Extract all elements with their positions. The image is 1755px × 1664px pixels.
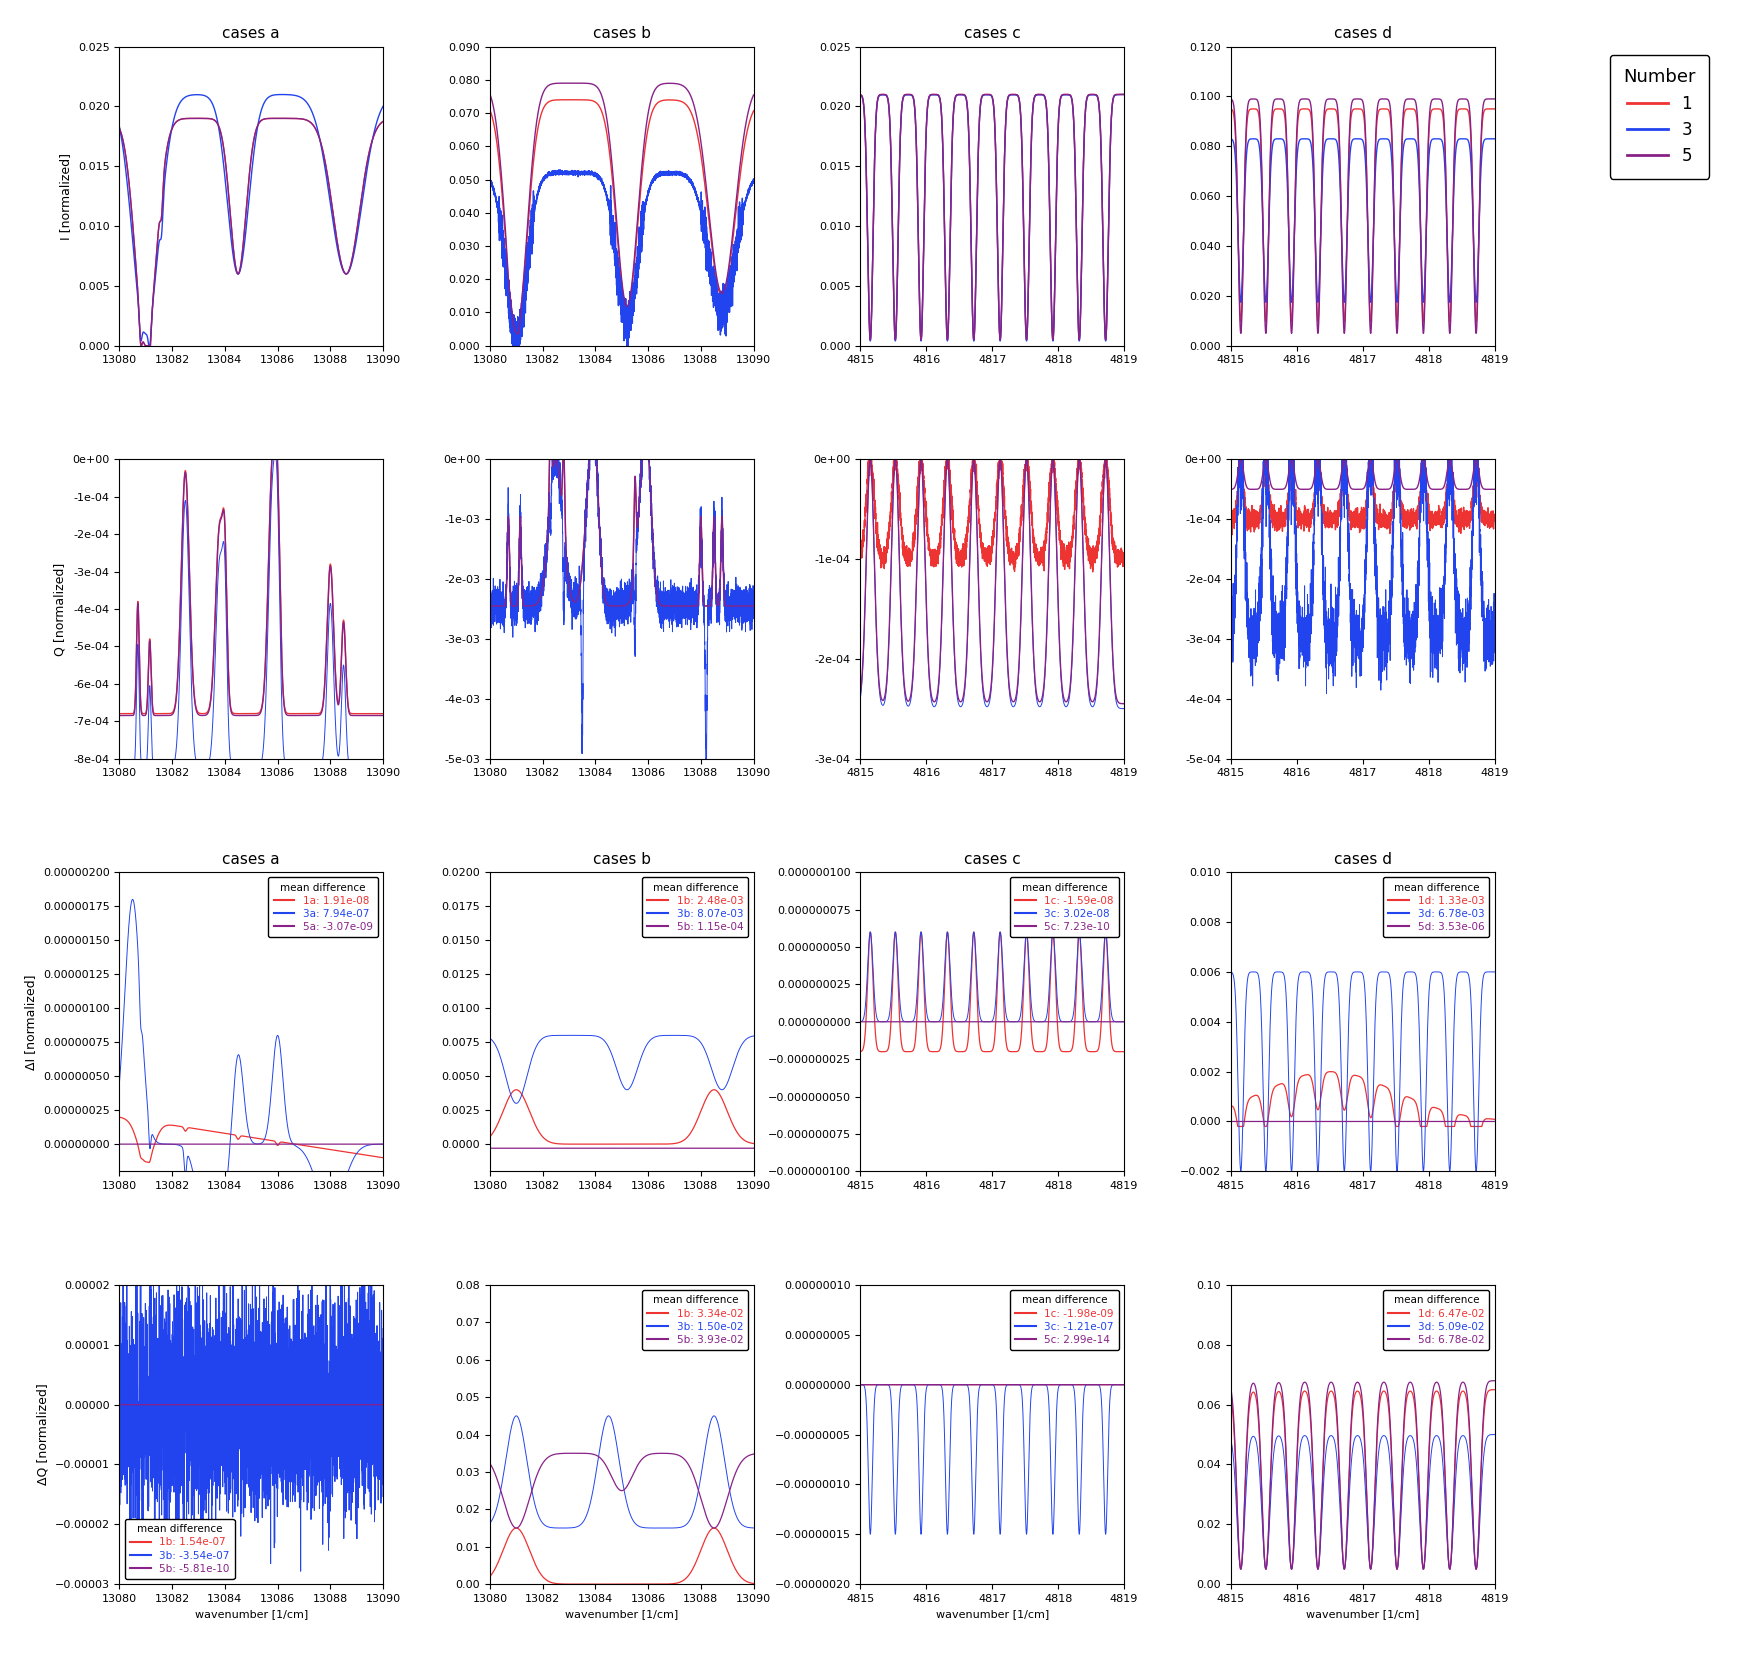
Legend: 1c: -1.59e-08, 3c: 3.02e-08, 5c: 7.23e-10: 1c: -1.59e-08, 3c: 3.02e-08, 5c: 7.23e-1… (1009, 877, 1118, 937)
Title: cases b: cases b (593, 852, 651, 867)
Legend: 1, 3, 5: 1, 3, 5 (1609, 55, 1708, 178)
Y-axis label: I [normalized]: I [normalized] (60, 153, 72, 240)
Legend: 1b: 3.34e-02, 3b: 1.50e-02, 5b: 3.93e-02: 1b: 3.34e-02, 3b: 1.50e-02, 5b: 3.93e-02 (642, 1290, 748, 1350)
Title: cases c: cases c (963, 27, 1020, 42)
Legend: 1b: 2.48e-03, 3b: 8.07e-03, 5b: 1.15e-04: 1b: 2.48e-03, 3b: 8.07e-03, 5b: 1.15e-04 (642, 877, 748, 937)
Legend: 1d: 1.33e-03, 3d: 6.78e-03, 5d: 3.53e-06: 1d: 1.33e-03, 3d: 6.78e-03, 5d: 3.53e-06 (1383, 877, 1488, 937)
Title: cases c: cases c (963, 852, 1020, 867)
X-axis label: wavenumber [1/cm]: wavenumber [1/cm] (195, 1609, 307, 1619)
Legend: 1b: 1.54e-07, 3b: -3.54e-07, 5b: -5.81e-10: 1b: 1.54e-07, 3b: -3.54e-07, 5b: -5.81e-… (125, 1519, 235, 1579)
Title: cases d: cases d (1334, 852, 1392, 867)
Legend: 1c: -1.98e-09, 3c: -1.21e-07, 5c: 2.99e-14: 1c: -1.98e-09, 3c: -1.21e-07, 5c: 2.99e-… (1009, 1290, 1118, 1350)
X-axis label: wavenumber [1/cm]: wavenumber [1/cm] (565, 1609, 677, 1619)
Y-axis label: ΔI [normalized]: ΔI [normalized] (25, 973, 37, 1070)
Title: cases b: cases b (593, 27, 651, 42)
Title: cases a: cases a (223, 852, 279, 867)
X-axis label: wavenumber [1/cm]: wavenumber [1/cm] (1306, 1609, 1418, 1619)
Legend: 1d: 6.47e-02, 3d: 5.09e-02, 5d: 6.78e-02: 1d: 6.47e-02, 3d: 5.09e-02, 5d: 6.78e-02 (1383, 1290, 1488, 1350)
X-axis label: wavenumber [1/cm]: wavenumber [1/cm] (935, 1609, 1048, 1619)
Y-axis label: Q [normalized]: Q [normalized] (54, 562, 67, 656)
Title: cases d: cases d (1334, 27, 1392, 42)
Y-axis label: ΔQ [normalized]: ΔQ [normalized] (37, 1384, 49, 1486)
Legend: 1a: 1.91e-08, 3a: 7.94e-07, 5a: -3.07e-09: 1a: 1.91e-08, 3a: 7.94e-07, 5a: -3.07e-0… (269, 877, 377, 937)
Title: cases a: cases a (223, 27, 279, 42)
